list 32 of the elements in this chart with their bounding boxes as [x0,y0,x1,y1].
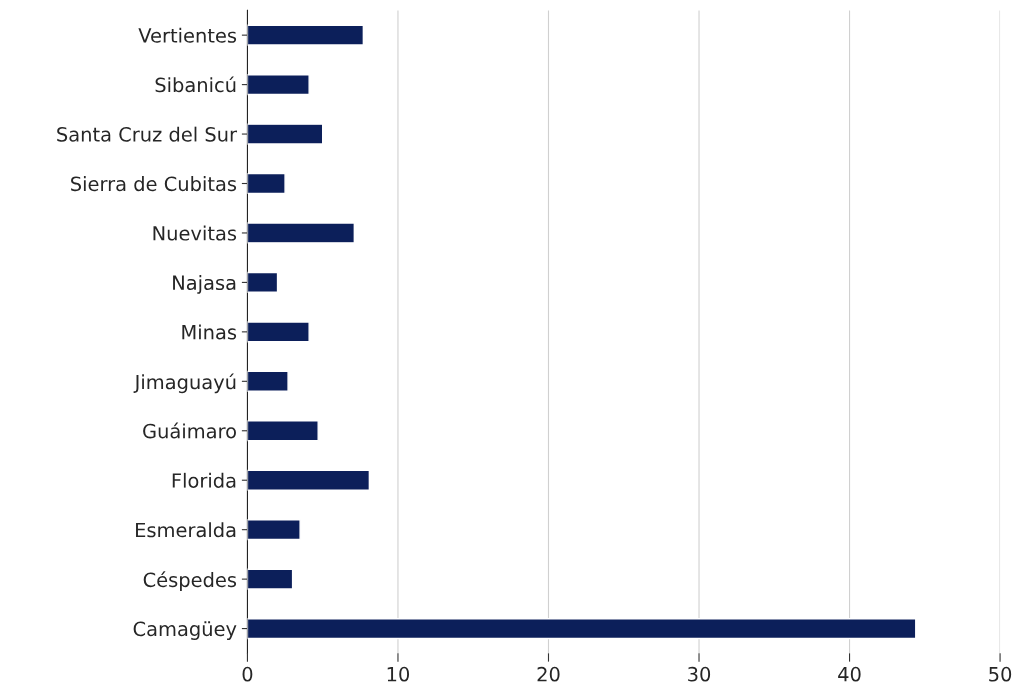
x-tick-label: 50 [989,666,1012,682]
bar [247,370,289,392]
y-tick-label: Minas [182,324,237,340]
x-tick-label: 40 [838,666,861,682]
y-tick-label: Santa Cruz del Sur [57,126,238,142]
y-tick-label: Florida [172,472,236,488]
bar [247,568,294,590]
bar [247,321,310,343]
y-tick-label: Najasa [173,275,236,294]
bar [247,24,365,46]
bar [247,271,279,293]
bar [247,222,356,244]
x-tick-label: 0 [242,666,253,682]
y-tick-label: Sibanicú [155,76,236,93]
y-tick-label: Vertientes [138,27,237,43]
y-tick-label: Jimaguayú [133,373,236,394]
bar [247,123,324,145]
y-tick-label: Nuevitas [153,225,237,241]
x-tick-label: 30 [688,666,711,682]
bar [247,74,310,96]
x-tick-label: 10 [387,666,410,682]
y-tick-label: Sierra de Cubitas [71,176,237,192]
y-tick-label: Camagüey [133,621,237,641]
x-tick-label: 20 [537,666,560,682]
y-tick-label: Guáimaro [143,422,236,439]
y-tick-label: Céspedes [143,571,237,591]
bar [247,469,371,491]
bar [247,172,286,195]
bar [247,617,917,640]
y-tick-label: Esmeralda [136,522,236,538]
bar [247,519,301,541]
bar [247,420,319,442]
